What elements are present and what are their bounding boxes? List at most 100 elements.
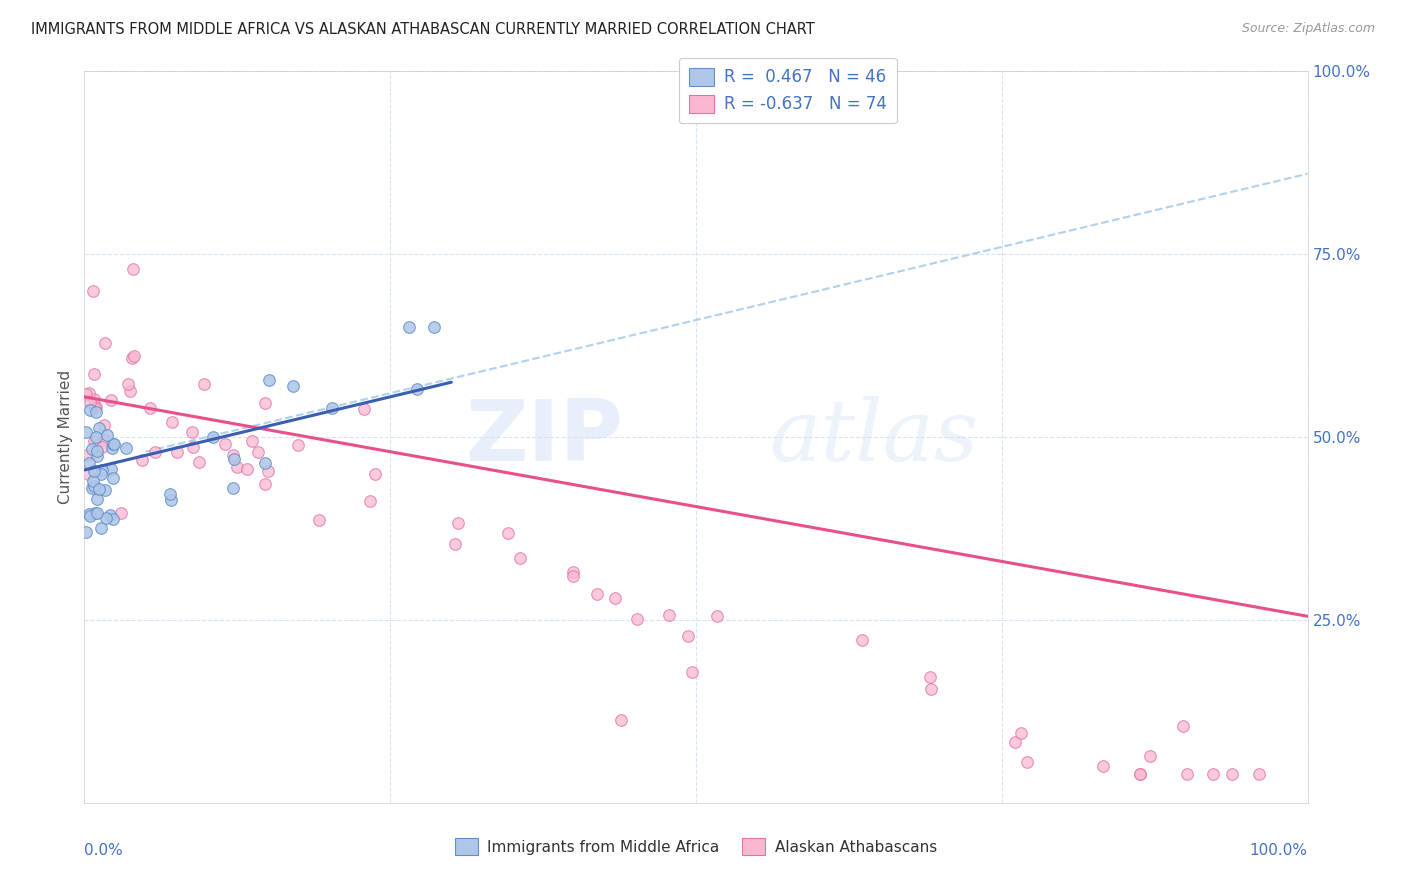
Point [281,379,304,393]
Point [91,463,114,477]
Point [920,682,942,697]
Point [254,395,277,409]
Text: Source: ZipAtlas.com: Source: ZipAtlas.com [1241,22,1375,36]
Point [247,445,270,459]
Point [101,441,124,455]
Point [94,336,117,351]
Point [75,387,97,401]
Point [496,526,519,541]
Point [561,566,583,580]
Point [254,476,277,491]
Point [90,467,112,481]
Point [254,456,277,470]
Point [131,452,153,467]
Point [121,351,143,366]
Point [86,507,108,521]
Point [918,670,941,684]
Point [676,629,699,643]
Point [124,349,146,363]
Point [353,401,375,416]
Point [214,436,236,450]
Point [79,402,101,417]
Point [1010,725,1032,739]
Point [86,491,108,506]
Point [80,442,103,457]
Point [76,525,98,540]
Point [83,479,105,493]
Point [77,507,100,521]
Point [706,608,728,623]
Legend: Immigrants from Middle Africa, Alaskan Athabascans: Immigrants from Middle Africa, Alaskan A… [449,832,943,861]
Point [1015,755,1038,769]
Point [98,508,121,522]
Point [181,440,204,454]
Point [83,392,105,407]
Text: 0.0%: 0.0% [84,843,124,858]
Point [93,418,115,433]
Point [82,474,104,488]
Point [240,434,263,448]
Point [1171,719,1194,733]
Point [84,400,107,414]
Point [1092,759,1115,773]
Point [1129,766,1152,780]
Point [143,445,166,459]
Point [364,467,387,481]
Point [160,493,183,508]
Point [398,320,420,334]
Point [117,377,139,392]
Point [585,587,607,601]
Point [94,483,117,498]
Point [110,506,132,520]
Point [235,462,257,476]
Point [221,481,243,495]
Point [115,441,138,455]
Point [86,444,108,458]
Point [1004,735,1026,749]
Point [359,493,381,508]
Point [79,395,101,409]
Point [101,437,124,451]
Point [122,261,145,276]
Point [84,401,107,416]
Y-axis label: Currently Married: Currently Married [58,370,73,504]
Point [101,471,124,485]
Point [222,448,245,462]
Point [224,451,246,466]
Point [180,425,202,440]
Point [86,405,108,419]
Point [201,430,224,444]
Point [561,568,583,582]
Point [187,455,209,469]
Point [93,433,115,447]
Point [83,434,105,449]
Point [603,591,626,605]
Point [159,487,181,501]
Point [160,416,183,430]
Point [76,448,98,462]
Point [103,437,125,451]
Point [79,508,101,523]
Point [77,456,100,470]
Point [509,551,531,566]
Point [84,506,107,520]
Point [84,430,107,444]
Point [1220,766,1243,780]
Point [851,632,873,647]
Point [1139,748,1161,763]
Point [96,428,118,442]
Point [287,438,309,452]
Point [87,420,110,434]
Point [193,376,215,391]
Point [257,464,280,478]
Point [681,665,703,679]
Point [308,513,330,527]
Text: atlas: atlas [769,396,979,478]
Point [77,386,100,401]
Point [658,608,681,623]
Point [1177,766,1199,780]
Point [443,537,465,551]
Text: 100.0%: 100.0% [1250,843,1308,858]
Point [406,382,429,396]
Point [120,384,142,398]
